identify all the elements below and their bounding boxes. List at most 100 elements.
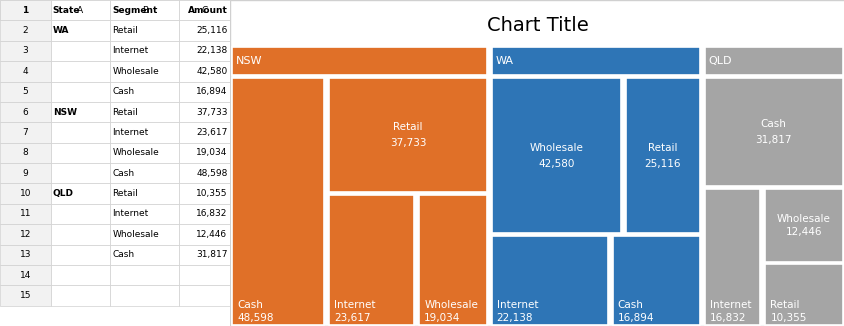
Text: C: C xyxy=(201,6,208,15)
Text: 31,817: 31,817 xyxy=(196,250,227,259)
Text: Retail: Retail xyxy=(112,108,138,117)
Text: Cash: Cash xyxy=(237,300,262,310)
Text: 48,598: 48,598 xyxy=(237,313,273,323)
Bar xyxy=(179,183,230,204)
Bar xyxy=(0,102,51,122)
Text: 7: 7 xyxy=(23,128,28,137)
Text: QLD: QLD xyxy=(53,189,73,198)
Text: Wholesale: Wholesale xyxy=(112,230,160,239)
Bar xyxy=(51,224,111,244)
Text: 31,817: 31,817 xyxy=(755,135,791,145)
Text: NSW: NSW xyxy=(53,108,77,117)
Text: 6: 6 xyxy=(23,108,28,117)
Bar xyxy=(704,189,760,325)
Text: Retail: Retail xyxy=(112,26,138,35)
Bar xyxy=(51,163,111,183)
Bar xyxy=(179,61,230,82)
Text: Amount: Amount xyxy=(187,6,227,15)
Text: 42,580: 42,580 xyxy=(196,67,227,76)
Bar xyxy=(232,78,324,325)
Bar xyxy=(179,122,230,143)
Bar xyxy=(111,61,179,82)
Bar xyxy=(51,204,111,224)
Text: 12,446: 12,446 xyxy=(196,230,227,239)
Bar xyxy=(111,0,179,20)
Text: 16,894: 16,894 xyxy=(617,313,653,323)
Bar xyxy=(51,0,111,20)
Text: A: A xyxy=(78,6,84,15)
Text: 23,617: 23,617 xyxy=(334,313,371,323)
Text: Cash: Cash xyxy=(112,87,134,96)
Text: Wholesale: Wholesale xyxy=(776,214,830,224)
Bar xyxy=(419,195,486,325)
Text: 25,116: 25,116 xyxy=(196,26,227,35)
Text: State: State xyxy=(53,6,80,15)
Bar xyxy=(765,189,841,262)
Text: 3: 3 xyxy=(23,46,28,55)
Bar xyxy=(51,265,111,285)
Bar xyxy=(0,265,51,285)
Bar xyxy=(0,143,51,163)
Bar xyxy=(0,0,51,20)
Bar xyxy=(0,0,51,20)
Bar xyxy=(51,285,111,306)
Bar xyxy=(111,224,179,244)
Text: 10,355: 10,355 xyxy=(770,313,806,323)
Text: Internet: Internet xyxy=(334,300,376,310)
Bar xyxy=(179,0,230,20)
Bar xyxy=(111,0,179,20)
Text: Retail: Retail xyxy=(392,122,422,132)
Bar xyxy=(111,163,179,183)
Bar xyxy=(0,82,51,102)
Bar xyxy=(51,61,111,82)
Bar xyxy=(111,143,179,163)
Bar xyxy=(51,0,111,20)
Text: 8: 8 xyxy=(23,148,28,157)
Text: Retail: Retail xyxy=(112,189,138,198)
Text: 12: 12 xyxy=(19,230,31,239)
Text: Segment: Segment xyxy=(112,6,158,15)
Bar xyxy=(51,122,111,143)
Text: 42,580: 42,580 xyxy=(538,159,574,169)
Text: Cash: Cash xyxy=(112,250,134,259)
Bar xyxy=(111,265,179,285)
Text: 13: 13 xyxy=(19,250,31,259)
Text: WA: WA xyxy=(495,56,513,66)
Text: WA: WA xyxy=(53,26,69,35)
Bar xyxy=(0,183,51,204)
Bar xyxy=(111,20,179,41)
Text: 14: 14 xyxy=(19,271,31,280)
Bar xyxy=(51,41,111,61)
Bar xyxy=(179,82,230,102)
Bar xyxy=(491,47,699,75)
Bar xyxy=(491,78,620,233)
Text: 37,733: 37,733 xyxy=(196,108,227,117)
Bar xyxy=(51,244,111,265)
Text: Wholesale: Wholesale xyxy=(424,300,478,310)
Text: Cash: Cash xyxy=(617,300,642,310)
Text: 15: 15 xyxy=(19,291,31,300)
Text: Retail: Retail xyxy=(770,300,799,310)
Text: 1: 1 xyxy=(22,6,29,15)
Bar xyxy=(0,163,51,183)
Text: 16,832: 16,832 xyxy=(196,209,227,218)
Bar xyxy=(491,236,607,325)
Text: 25,116: 25,116 xyxy=(644,159,680,169)
Bar xyxy=(179,244,230,265)
Text: 16,894: 16,894 xyxy=(196,87,227,96)
Bar xyxy=(51,82,111,102)
Text: 10,355: 10,355 xyxy=(196,189,227,198)
Text: 5: 5 xyxy=(23,87,28,96)
Text: Wholesale: Wholesale xyxy=(112,148,160,157)
Bar xyxy=(179,143,230,163)
Bar xyxy=(111,102,179,122)
Bar xyxy=(179,265,230,285)
Bar xyxy=(704,47,841,75)
Bar xyxy=(704,78,841,186)
Text: Internet: Internet xyxy=(112,209,149,218)
Text: 19,034: 19,034 xyxy=(196,148,227,157)
Bar xyxy=(0,41,51,61)
Bar xyxy=(179,102,230,122)
Bar xyxy=(625,78,699,233)
Text: 4: 4 xyxy=(23,67,28,76)
